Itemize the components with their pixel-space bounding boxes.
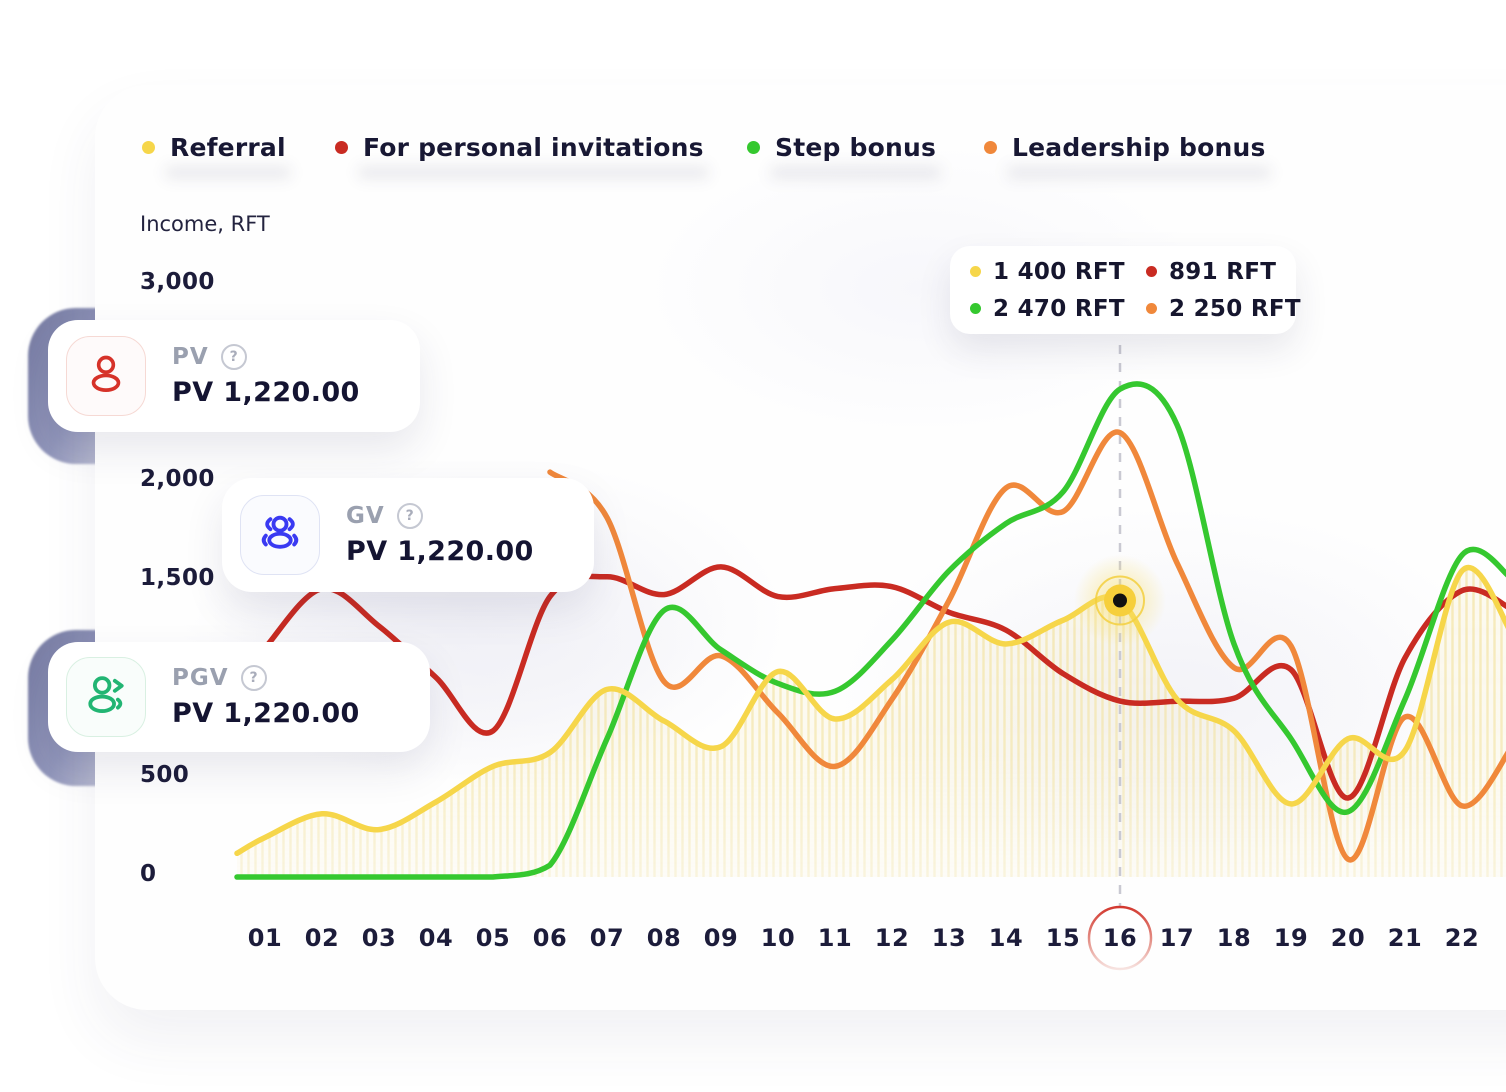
card-value: PV 1,220.00 [346,536,534,567]
legend-label: For personal invitations [363,132,704,162]
card-text: GV? PV 1,220.00 [346,503,534,567]
x-tick-label[interactable]: 06 [532,924,568,952]
tooltip-item: 2 250 RFT [1146,296,1301,322]
tooltip-value: 891 RFT [1169,258,1277,285]
series-line-leadership-bonus [547,429,1506,863]
x-tick-label[interactable]: 21 [1387,924,1423,952]
y-tick-label: 500 [140,762,190,789]
tooltip-item: 2 470 RFT [970,296,1146,322]
x-tick-label[interactable]: 14 [988,924,1024,952]
legend-dot [747,140,760,154]
x-tick-label[interactable]: 05 [475,924,511,952]
legend-item-step-bonus[interactable]: Step bonus [747,131,936,163]
series-line-referral [234,564,1506,857]
tooltip-series-dot [1146,266,1157,277]
x-tick-label[interactable]: 02 [304,924,340,952]
pv-card: PV? PV 1,220.00 [48,320,420,432]
legend-label: Leadership bonus [1012,132,1266,162]
series-line-step-bonus [234,381,1506,880]
x-tick-label[interactable]: 20 [1330,924,1366,952]
card-text: PGV? PV 1,220.00 [172,665,360,729]
x-tick-label[interactable]: 22 [1444,924,1480,952]
y-axis-title: Income, RFT [140,212,270,236]
x-tick-label-selected[interactable]: 16 [1102,924,1138,952]
pgv-card: PGV? PV 1,220.00 [48,642,430,752]
series-line-for-personal-invitations [245,564,1506,801]
x-tick-label[interactable]: 13 [931,924,967,952]
tooltip-series-dot [970,303,981,314]
referral-area-fill [237,567,1506,877]
x-tick-label[interactable]: 01 [247,924,283,952]
x-tick-label[interactable]: 12 [874,924,910,952]
person-arrow-icon [83,672,129,722]
tooltip-value: 2 470 RFT [993,295,1125,322]
help-icon[interactable]: ? [220,344,247,370]
y-tick-label: 1,500 [140,564,215,591]
group-icon [257,510,303,560]
card-label: PV [172,344,209,370]
x-tick-label[interactable]: 17 [1159,924,1195,952]
tooltip-value: 1 400 RFT [993,258,1125,285]
selected-day-circle[interactable] [1087,905,1153,971]
x-tick-label[interactable]: 04 [418,924,454,952]
help-icon[interactable]: ? [396,503,423,529]
y-tick-label: 3,000 [140,268,215,295]
tooltip-value: 2 250 RFT [1169,295,1301,322]
tooltip-item: 1 400 RFT [970,259,1146,285]
x-tick-label[interactable]: 08 [646,924,682,952]
legend-label: Step bonus [775,132,937,162]
legend-dot [984,140,997,154]
highlight-ring [1095,575,1145,626]
card-value: PV 1,220.00 [172,377,360,408]
legend-dot [335,140,348,154]
y-tick-label: 0 [140,861,157,887]
tooltip-series-dot [1146,303,1157,314]
x-tick-label[interactable]: 09 [703,924,739,952]
chart-tooltip: 1 400 RFT 891 RFT 2 470 RFT 2 250 RFT [950,246,1301,334]
card-text: PV? PV 1,220.00 [172,344,360,408]
legend-item-for-personal-invitations[interactable]: For personal invitations [335,131,704,163]
highlight-point-center [1113,593,1127,608]
pgv-icon-box [66,657,146,737]
x-tick-label[interactable]: 10 [760,924,796,952]
card-value: PV 1,220.00 [172,698,360,729]
pv-icon-box [66,336,146,416]
x-tick-label[interactable]: 19 [1273,924,1309,952]
y-tick-label: 2,000 [140,466,215,492]
gv-card: GV? PV 1,220.00 [222,478,594,592]
legend-dot [142,140,155,154]
x-tick-label[interactable]: 15 [1045,924,1081,952]
x-tick-label[interactable]: 18 [1216,924,1252,952]
x-tick-label[interactable]: 07 [589,924,625,952]
tooltip-series-dot [970,266,981,277]
card-label: PGV [172,665,229,691]
legend-item-referral[interactable]: Referral [142,131,286,163]
help-icon[interactable]: ? [240,665,267,691]
gv-icon-box [240,495,320,575]
tooltip-item: 891 RFT [1146,259,1301,285]
person-icon [84,352,128,400]
x-tick-label[interactable]: 11 [817,924,853,952]
legend-item-leadership-bonus[interactable]: Leadership bonus [984,131,1266,163]
card-label: GV [346,503,385,529]
x-tick-label[interactable]: 03 [361,924,397,952]
legend-label: Referral [170,132,286,162]
